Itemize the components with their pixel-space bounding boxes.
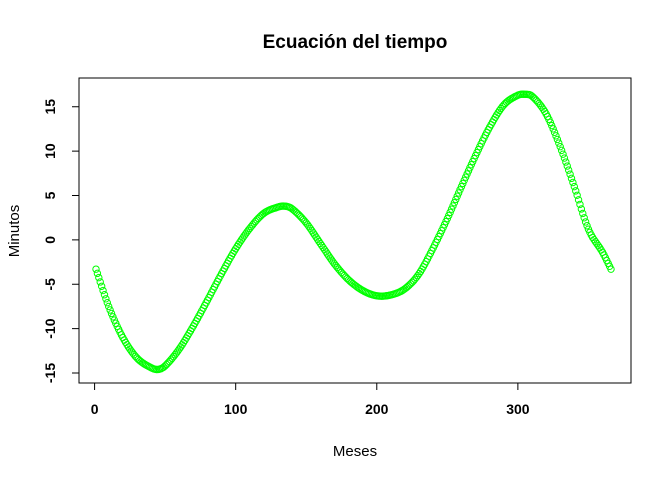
data-point <box>573 191 581 199</box>
x-tick-label: 300 <box>506 401 530 417</box>
data-point <box>105 302 113 311</box>
data-point <box>93 269 102 278</box>
data-point <box>552 132 560 140</box>
data-point <box>99 286 107 295</box>
data-point <box>549 125 557 133</box>
data-point <box>570 182 579 191</box>
data-point <box>580 214 588 222</box>
y-tick-label: -10 <box>42 318 58 338</box>
data-point <box>102 295 110 303</box>
y-axis-label: Minutos <box>6 205 23 258</box>
y-tick-label: -5 <box>42 278 58 291</box>
x-tick-label: 0 <box>91 401 99 417</box>
plot-frame <box>78 77 632 384</box>
data-point <box>581 218 590 226</box>
data-point <box>564 166 573 174</box>
data-point <box>109 313 117 321</box>
data-point <box>579 209 587 218</box>
data-point <box>97 282 106 290</box>
data-point <box>562 158 570 166</box>
data-point <box>572 187 580 195</box>
y-tick-label: 10 <box>42 143 58 159</box>
data-point <box>583 222 591 230</box>
data-point <box>557 146 566 155</box>
y-tick-label: 0 <box>42 236 58 244</box>
data-point <box>574 196 583 204</box>
data-point <box>560 154 569 162</box>
x-tick-label: 100 <box>224 401 248 417</box>
data-point <box>96 278 104 286</box>
x-axis: 0 100 200 300 <box>91 382 530 417</box>
data-point <box>607 265 615 273</box>
y-axis: -15 -10 -5 0 5 10 15 <box>42 99 80 383</box>
chart-title: Ecuación del tiempo <box>263 32 448 53</box>
data-point <box>106 306 114 314</box>
data-point <box>95 273 103 282</box>
data-point <box>566 170 574 178</box>
data-point <box>550 128 559 137</box>
data-point <box>569 178 577 187</box>
data-point <box>576 200 584 209</box>
data-point <box>555 139 563 147</box>
data-point <box>450 199 459 207</box>
data-point <box>103 299 111 307</box>
x-tick-label: 200 <box>365 401 389 417</box>
data-point <box>100 291 109 299</box>
data-point <box>567 174 576 183</box>
y-tick-label: -15 <box>42 363 58 383</box>
y-tick-label: 15 <box>42 99 58 115</box>
data-point <box>92 265 100 273</box>
data-point <box>553 135 562 144</box>
y-tick-label: 5 <box>42 191 58 199</box>
data-point <box>548 121 556 130</box>
data-point <box>556 142 564 151</box>
data-points <box>92 90 615 374</box>
x-axis-label: Meses <box>333 443 377 460</box>
data-point <box>577 205 586 213</box>
data-point <box>563 162 571 170</box>
data-point <box>559 150 567 158</box>
data-point <box>107 309 116 318</box>
